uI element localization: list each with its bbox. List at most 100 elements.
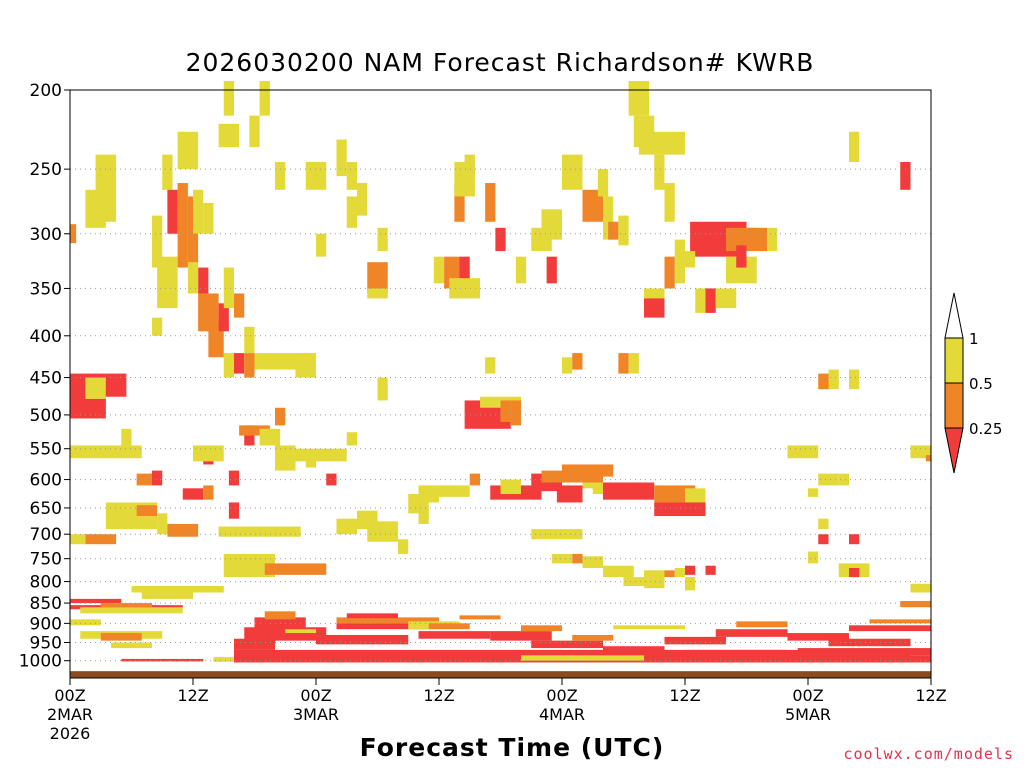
credit-text: coolwx.com/models (843, 745, 1014, 763)
ground-fill (70, 671, 931, 678)
y-tick-label-550: 550 (30, 440, 62, 460)
ri-cell-135 (638, 131, 685, 155)
y-tick-label-450: 450 (30, 369, 62, 389)
ri-cell-20 (167, 189, 178, 234)
ri-cell-106 (592, 482, 603, 495)
ri-cell-136 (654, 154, 665, 190)
ri-cell-208 (787, 633, 849, 641)
ri-cell-75 (398, 539, 409, 554)
ri-cell-172 (900, 600, 931, 608)
ri-cell-137 (664, 183, 675, 222)
ri-cell-200 (531, 640, 603, 649)
ri-cell-160 (818, 373, 829, 390)
ri-cell-51 (228, 502, 240, 519)
ri-cell-38 (223, 81, 234, 116)
ri-cell-191 (316, 634, 409, 645)
ri-cell-41 (249, 115, 260, 148)
x-tick-label-6-0: 00Z (792, 686, 823, 705)
ri-cell-6 (70, 445, 142, 459)
ri-cell-155 (849, 534, 860, 545)
ri-cell-25 (198, 267, 209, 294)
x-tick-label-0-1: 2MAR (47, 705, 93, 724)
ri-cell-116 (603, 565, 634, 578)
ri-cell-2 (85, 377, 106, 399)
x-tick-label-2-0: 00Z (300, 686, 331, 705)
ri-cell-148 (767, 227, 778, 252)
ri-cell-151 (685, 251, 696, 268)
ri-cell-43 (275, 161, 286, 190)
ri-cell-60 (295, 448, 347, 462)
ri-cell-59 (326, 473, 337, 486)
ri-cell-129 (562, 357, 573, 374)
ri-cell-37 (295, 353, 316, 378)
ri-cell-170 (849, 568, 860, 578)
ri-cell-39 (259, 81, 270, 116)
ri-cell-147 (746, 227, 767, 252)
ri-cell-156 (818, 473, 839, 486)
ri-cell-143 (705, 288, 716, 313)
ri-cell-158 (808, 488, 819, 497)
ri-cell-141 (664, 256, 675, 289)
y-tick-label-1000: 1000 (19, 652, 62, 672)
ri-cell-157 (838, 473, 849, 486)
ri-cell-21 (177, 183, 188, 268)
ri-cell-153 (705, 565, 716, 575)
ri-cell-114 (572, 553, 583, 564)
ri-cell-86 (495, 227, 506, 252)
ri-cell-182 (111, 642, 152, 649)
ri-cell-165 (787, 445, 819, 459)
ri-cell-189 (264, 611, 296, 620)
ri-cell-176 (100, 603, 152, 608)
ri-cell-115 (582, 556, 603, 569)
y-tick-label-750: 750 (30, 550, 62, 570)
ri-cell-181 (100, 633, 142, 641)
ri-cell-203 (603, 646, 665, 652)
ri-cell-154 (818, 534, 829, 545)
ri-cell-35 (244, 326, 255, 354)
ri-cell-175 (80, 607, 183, 614)
legend-label-0: 1 (969, 330, 979, 348)
x-tick-label-6-1: 5MAR (785, 705, 831, 724)
x-axis-title: Forecast Time (UTC) (359, 733, 665, 762)
y-tick-label-950: 950 (30, 634, 62, 654)
ri-cell-130 (572, 353, 583, 370)
ri-cell-138 (674, 239, 685, 284)
ri-cell-199 (490, 631, 552, 641)
ri-cell-61 (346, 432, 357, 446)
ri-cell-57 (275, 445, 296, 471)
gridlines (70, 168, 931, 662)
ri-cell-33 (234, 353, 245, 374)
ri-cell-27 (198, 293, 219, 332)
ri-cell-14 (157, 513, 168, 535)
y-tick-label-600: 600 (30, 471, 62, 491)
ri-cell-44 (305, 161, 327, 190)
ri-cell-46 (239, 425, 270, 436)
y-axis: 200 250 300 350 400 450 500 550 600 650 700 750 8008… (19, 81, 70, 672)
ri-cell-171 (910, 583, 931, 593)
y-tick-label-400: 400 (30, 327, 62, 347)
ri-cell-196 (418, 631, 491, 639)
y-tick-label-200: 200 (30, 81, 62, 101)
ri-cell-74 (367, 521, 398, 542)
ri-cell-49 (193, 445, 224, 462)
ri-cell-118 (644, 570, 665, 589)
ri-cell-0 (70, 224, 77, 244)
ri-cell-163 (849, 131, 860, 162)
ri-cell-32 (223, 353, 234, 378)
y-tick-label-650: 650 (30, 499, 62, 519)
ri-cell-190 (285, 629, 316, 634)
y-tick-label-250: 250 (30, 160, 62, 180)
ri-cell-18 (152, 215, 163, 268)
ri-cell-124 (582, 189, 603, 222)
ri-cell-206 (715, 629, 788, 637)
ri-cell-211 (869, 619, 931, 624)
ri-cell-54 (218, 526, 301, 537)
ri-cell-109 (685, 488, 706, 503)
ri-cell-123 (562, 154, 583, 190)
heatmap-cells (70, 81, 931, 663)
ri-cell-56 (264, 563, 327, 575)
ri-cell-82 (485, 183, 496, 222)
ri-cell-30 (223, 267, 234, 309)
y-tick-label-350: 350 (30, 279, 62, 299)
ri-cell-194 (346, 613, 398, 619)
